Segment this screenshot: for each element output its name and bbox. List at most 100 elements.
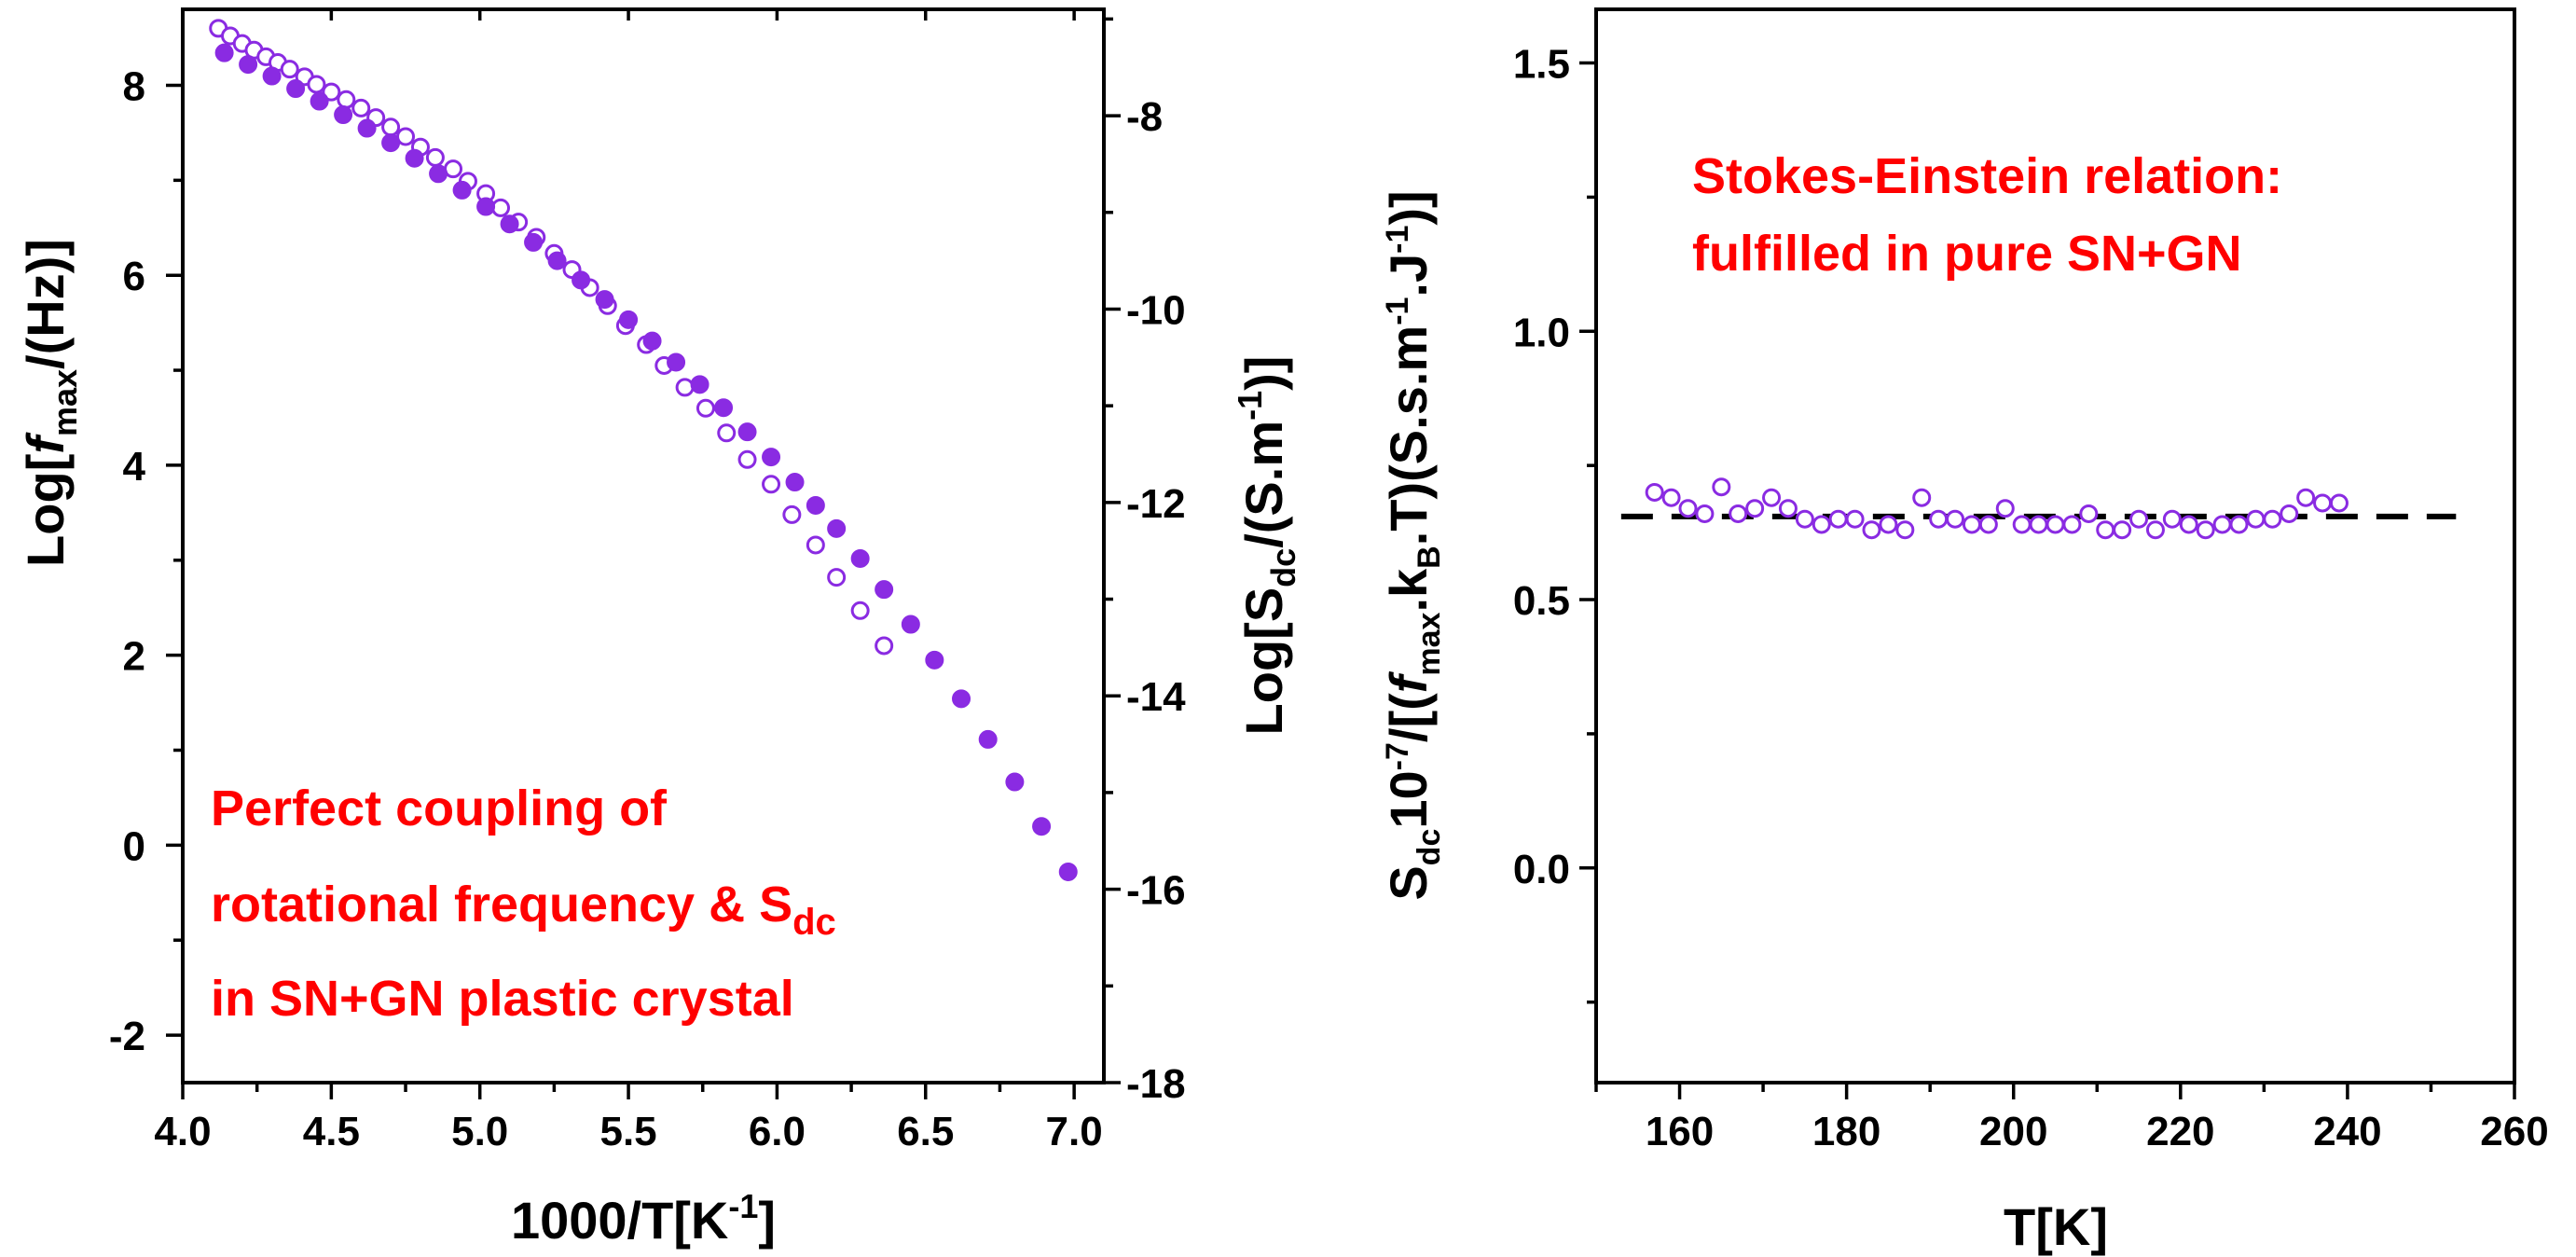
- ratio-point: [1795, 509, 1814, 529]
- right-x-tick-label: 220: [2146, 1109, 2214, 1154]
- ratio-point: [2162, 509, 2182, 529]
- ratio-point: [1862, 520, 1881, 540]
- sdc-point: [785, 473, 805, 492]
- fmax-point: [444, 159, 463, 179]
- fmax-point: [782, 504, 802, 524]
- left-y-axis-title: Log[fmax/(Hz)]: [16, 239, 84, 567]
- sdc-point: [334, 105, 353, 125]
- right-data-marks: [1645, 477, 2349, 540]
- right-annotation-line: fulfilled in pure SN+GN: [1692, 226, 2242, 282]
- ratio-point: [1712, 477, 1731, 497]
- ratio-point: [2212, 515, 2232, 534]
- right-x-tick-label: 160: [1646, 1109, 1714, 1154]
- right-y-tick-label: -8: [1126, 94, 1163, 140]
- left-y-tick-label: 0: [123, 823, 145, 869]
- ratio-point: [1762, 488, 1782, 507]
- sdc-point: [642, 331, 662, 351]
- fmax-point: [717, 423, 737, 443]
- fmax-point: [337, 90, 356, 109]
- right-x-tick-label: 240: [2313, 1109, 2381, 1154]
- sdc-point: [667, 352, 686, 372]
- sdc-point: [737, 422, 757, 442]
- ratio-point: [2263, 509, 2282, 529]
- fmax-point: [322, 82, 341, 102]
- ratio-point: [2229, 515, 2249, 534]
- sdc-point: [875, 580, 894, 600]
- right-annotation-line: Stokes-Einstein relation:: [1692, 148, 2282, 204]
- right-y-tick-label: -14: [1126, 674, 1186, 720]
- sdc-point: [214, 43, 234, 62]
- ratio-point: [2179, 515, 2198, 534]
- ratio-point: [1729, 504, 1748, 523]
- right-ticks: [1579, 61, 2516, 1099]
- right-y-tick-label: -18: [1126, 1061, 1186, 1107]
- ratio-point: [2046, 515, 2065, 534]
- left-annotation-line: rotational frequency & Sdc: [211, 877, 836, 943]
- left-x-tick-label: 4.0: [154, 1109, 211, 1154]
- fmax-point: [675, 378, 695, 397]
- right-y-axis-title-left-panel: Log[Sdc/(S.m-1)]: [1231, 356, 1302, 736]
- left-x-tick-label: 6.5: [897, 1109, 954, 1154]
- ratio-point: [2145, 520, 2165, 540]
- fmax-point: [806, 535, 825, 555]
- left-x-tick-label: 5.5: [599, 1109, 656, 1154]
- ratio-point: [1879, 515, 1898, 534]
- fmax-point: [762, 475, 781, 494]
- ratio-point: [2196, 520, 2215, 540]
- sdc-point: [381, 133, 401, 153]
- ratio-point: [2246, 509, 2266, 529]
- ratio-point: [1845, 509, 1865, 529]
- ratio-point: [1929, 509, 1949, 529]
- sdc-point: [262, 66, 282, 86]
- left-chart-panel: 4.0 4.5 5.0 5.5 6.0 6.5 7.0 -2 0 2 4 6 8 -18 -16 -14 -12…: [16, 7, 1302, 1250]
- sdc-point: [690, 375, 709, 394]
- left-annotation-line: in SN+GN plastic crystal: [211, 971, 794, 1027]
- sdc-point: [806, 495, 825, 515]
- left-plot-frame: [181, 7, 1106, 1084]
- ratio-point: [1946, 509, 1965, 529]
- sdc-point: [429, 164, 448, 184]
- right-x-axis-title: T[K]: [2004, 1197, 2108, 1256]
- right-y-tick-label: 0.5: [1513, 578, 1570, 624]
- sdc-point: [524, 232, 544, 252]
- sdc-point: [1058, 862, 1078, 881]
- fmax-point: [425, 147, 445, 167]
- left-tick-labels: 4.0 4.5 5.0 5.5 6.0 6.5 7.0 -2 0 2 4 6 8 -18 -16 -14 -12…: [109, 63, 1186, 1154]
- ratio-point: [1745, 499, 1765, 518]
- sdc-point: [476, 197, 496, 216]
- fmax-point: [491, 198, 511, 217]
- ratio-point: [1995, 499, 2015, 518]
- ratio-point: [1978, 515, 1998, 534]
- fmax-point: [280, 60, 299, 79]
- sdc-point: [286, 79, 306, 99]
- ratio-point: [1895, 520, 1915, 540]
- sdc-point: [452, 180, 472, 200]
- sdc-point: [595, 290, 614, 310]
- right-y-tick-label: 1.0: [1513, 310, 1570, 355]
- ratio-point: [2012, 515, 2032, 534]
- right-tick-labels: 160 180 200 220 240 260 0.0 0.5 1.0 1.5: [1513, 42, 2549, 1154]
- right-x-tick-label: 260: [2480, 1109, 2548, 1154]
- fmax-point: [351, 98, 371, 117]
- sdc-point: [572, 270, 591, 290]
- ratio-point: [1828, 509, 1848, 529]
- sdc-point: [1005, 772, 1025, 792]
- fmax-point: [737, 449, 757, 469]
- fmax-point: [381, 117, 401, 137]
- sdc-point: [952, 689, 971, 709]
- right-y-tick-label: 0.0: [1513, 847, 1570, 892]
- fmax-point: [307, 75, 326, 94]
- left-y-tick-label: 6: [123, 254, 145, 299]
- fmax-point: [396, 127, 416, 146]
- ratio-point: [2079, 504, 2099, 523]
- left-data-marks: [209, 19, 1078, 881]
- left-x-tick-label: 7.0: [1046, 1109, 1103, 1154]
- ratio-point: [1962, 515, 1981, 534]
- ratio-point: [2062, 515, 2082, 534]
- right-y-tick-label: 1.5: [1513, 42, 1570, 88]
- ratio-point: [2029, 515, 2048, 534]
- left-x-tick-label: 4.5: [303, 1109, 360, 1154]
- right-y-axis-title: Sdc10-7/[(fmax.kB.T)(S.s.m-1.J-1)]: [1379, 190, 1447, 900]
- sdc-point: [547, 251, 567, 270]
